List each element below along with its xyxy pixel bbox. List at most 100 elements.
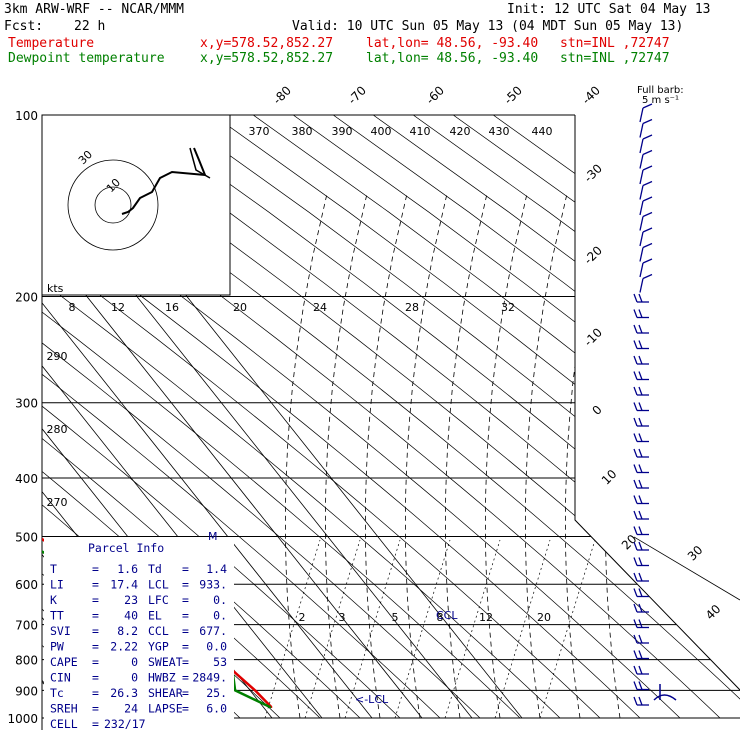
parcel-info-label: LI [50, 578, 64, 592]
wind-barb-staff [639, 247, 644, 262]
wind-barb-flag [638, 386, 643, 396]
parcel-info-value: 53 [213, 655, 227, 669]
wind-barb [639, 180, 653, 200]
wind-barb [633, 510, 649, 520]
wind-barb-flag [633, 665, 638, 675]
hodograph-speed-label: 32 [501, 301, 515, 314]
wind-barb [633, 665, 649, 675]
parcel-info-label: EL [148, 609, 162, 623]
parcel-info-value: 0 [131, 671, 138, 685]
dry-adiabat [42, 115, 521, 719]
moist-adiabat [525, 195, 567, 719]
dry-adiabat [372, 115, 740, 719]
wind-barb [633, 386, 649, 396]
pressure-label: 500 [15, 530, 38, 544]
wind-barb [633, 464, 649, 474]
mixing-ratio-line [539, 539, 596, 719]
dry-adiabat [42, 115, 561, 719]
parcel-info-equals: = [92, 609, 99, 623]
wind-barb [633, 433, 649, 443]
wind-barb-flag [638, 309, 643, 318]
hodograph-speed-label: 20 [233, 301, 247, 314]
theta-label: 410 [410, 125, 431, 138]
wind-barb [633, 479, 649, 489]
isotherm-label: 0 [590, 403, 605, 418]
wind-barb-flag [638, 371, 643, 380]
isotherm-label: -40 [579, 83, 603, 107]
isotherm-labels: -80 -70 -60 -50 -40 -30 -20 -10 0 10 20 30 40 [270, 83, 723, 622]
parcel-info-equals: = [182, 578, 189, 592]
wind-barb-flag [642, 258, 653, 264]
parcel-info-value: 2849. [192, 671, 227, 685]
wind-barb [633, 650, 649, 660]
parcel-info-value: 25. [206, 686, 227, 700]
temperature-legend-station: stn=INL ,72747 [560, 36, 670, 51]
theta-label: 290 [47, 350, 68, 363]
dry-adiabat [42, 115, 681, 719]
parcel-info-label: Td [148, 562, 162, 576]
wind-barb-flag [638, 324, 643, 334]
parcel-info-equals: = [182, 640, 189, 654]
pressure-label: 1000 [7, 712, 38, 726]
pressure-label: 200 [15, 291, 38, 305]
wind-barb-flag [642, 242, 653, 249]
parcel-info-equals: = [92, 671, 99, 685]
wind-barb-staff [639, 262, 644, 278]
wind-barb-flag [633, 417, 638, 427]
wind-barb-flag [633, 541, 638, 551]
wind-barb-flag [638, 541, 643, 551]
hodograph-speed-label: 12 [111, 301, 125, 314]
wind-barb [633, 371, 649, 381]
parcel-info-label: SWEAT [148, 655, 183, 669]
parcel-info-equals: = [92, 640, 99, 654]
parcel-info-value: 677. [199, 624, 227, 638]
mixing-ratio-line [494, 539, 551, 719]
temperature-legend-latlon: lat,lon= 48.56, -93.40 [366, 36, 539, 51]
parcel-info-equals: = [182, 671, 189, 685]
isotherm-label: 40 [703, 602, 724, 623]
parcel-info-label: CIN [50, 671, 71, 685]
wind-barb-flag [638, 495, 643, 504]
wind-barb-staff [639, 231, 644, 247]
moist-adiabat [285, 195, 327, 719]
moist-adiabat [365, 195, 407, 719]
parcel-info-label: CCL [148, 624, 169, 638]
parcel-info-value: 0. [213, 609, 227, 623]
wind-barb [639, 134, 653, 154]
mixing-ratio-line [264, 539, 321, 719]
model-title: 3km ARW-WRF -- NCAR/MMM [4, 2, 185, 17]
wind-barb-flag [638, 572, 643, 582]
barb-frame-line [633, 536, 740, 601]
theta-label: 400 [371, 125, 392, 138]
mixing-ratio-labels: 2 3 5 8 12 20 [299, 611, 552, 624]
pressure-label: 600 [15, 578, 38, 592]
isotherm-label: -50 [501, 83, 525, 107]
wind-barb [633, 619, 649, 629]
wind-barb-flag [633, 433, 638, 442]
wind-barb-staff [639, 200, 644, 216]
dry-adiabat [42, 115, 601, 719]
wind-barb-flag [638, 650, 643, 659]
theta-label: 440 [532, 125, 553, 138]
wind-barb-staff [639, 138, 644, 154]
theta-label: 380 [292, 125, 313, 138]
isotherm-label: -30 [581, 161, 605, 185]
wind-barb-flag [633, 464, 638, 473]
wind-barb-flag [633, 355, 638, 365]
wind-barb-flag [638, 665, 643, 675]
wind-barb-flag [642, 149, 653, 156]
wind-barb-flag [633, 293, 638, 303]
mixing-ratio-line [444, 539, 501, 719]
wind-barb-flag [638, 619, 643, 628]
right-frame [574, 115, 740, 691]
wind-barb-flag [633, 588, 638, 597]
hodograph-trace-upper [189, 147, 211, 179]
parcel-info-label: TT [50, 609, 64, 623]
wind-barb-flag [642, 103, 653, 109]
dry-adiabat [42, 115, 441, 719]
moist-adiabat [445, 195, 487, 719]
parcel-info-value: 23 [124, 593, 138, 607]
wind-barb [639, 273, 653, 293]
parcel-info-label: Tc [50, 686, 64, 700]
theta-label: 420 [450, 125, 471, 138]
